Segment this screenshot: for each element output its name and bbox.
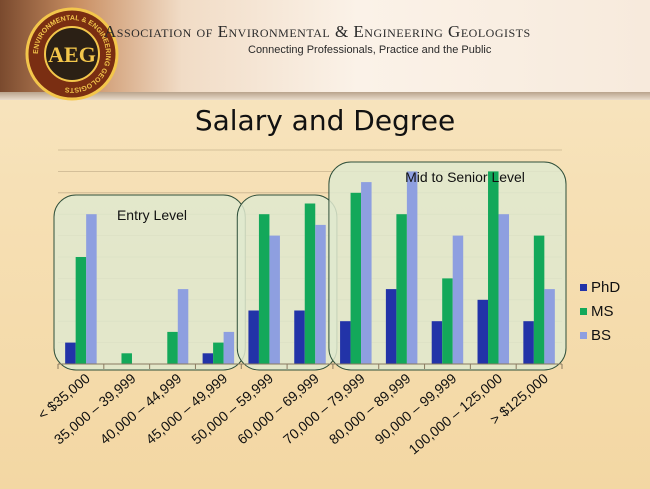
group-label: Entry Level (117, 207, 187, 223)
group-label: Mid to Senior Level (405, 169, 525, 185)
bar-ms (533, 235, 545, 364)
bar-bs (269, 235, 280, 364)
bar-phd (523, 321, 534, 364)
bar-bs (452, 235, 464, 364)
x-tick-label: 40,000 – 44,999 (97, 370, 185, 447)
bar-ms (258, 214, 270, 364)
bar-bs (498, 214, 510, 364)
tagline: Connecting Professionals, Practice and t… (248, 44, 492, 56)
bar-phd (431, 321, 443, 364)
legend-label-phd: PhD (591, 279, 620, 296)
bar-bs (315, 224, 326, 364)
legend-swatch-phd (580, 284, 587, 291)
x-tick-label: 45,000 – 49,999 (142, 370, 230, 447)
x-tick-label: 50,000 – 59,999 (188, 370, 276, 447)
svg-text:AEG: AEG (48, 42, 96, 67)
bar-ms (350, 192, 362, 364)
legend-label-bs: BS (591, 327, 611, 344)
bar-phd (65, 342, 76, 364)
bar-ms (442, 278, 453, 364)
header-divider (0, 92, 650, 100)
bar-bs (406, 171, 418, 364)
org-name: Association of Environmental & Engineeri… (104, 22, 531, 41)
bar-ms (121, 353, 132, 364)
bar-bs (86, 214, 97, 364)
bar-ms (488, 171, 499, 364)
bar-ms (213, 342, 224, 364)
legend-swatch-bs (580, 332, 587, 339)
bar-phd (248, 310, 259, 364)
bar-ms (396, 214, 407, 364)
bar-bs (361, 182, 372, 364)
x-tick-label: 35,000 – 39,999 (51, 370, 139, 447)
bar-phd (340, 321, 351, 364)
bar-bs (223, 331, 235, 364)
bar-ms (75, 257, 87, 364)
x-tick-label: 70,000 – 79,999 (280, 370, 368, 447)
bar-phd (202, 353, 214, 364)
aeg-logo: ENVIRONMENTAL & ENGINEERING GEOLOGISTS A… (25, 7, 119, 101)
legend-swatch-ms (580, 308, 587, 315)
chart-title: Salary and Degree (194, 104, 456, 137)
bar-ms (304, 203, 316, 364)
bar-ms (167, 331, 178, 364)
bar-phd (385, 289, 397, 364)
bar-phd (477, 299, 489, 364)
bar-bs (177, 289, 189, 364)
legend-label-ms: MS (591, 303, 614, 320)
bar-phd (294, 310, 305, 364)
bar-bs (544, 289, 555, 364)
x-tick-label: 80,000 – 89,999 (326, 370, 414, 447)
x-tick-label: 60,000 – 69,999 (234, 370, 322, 447)
